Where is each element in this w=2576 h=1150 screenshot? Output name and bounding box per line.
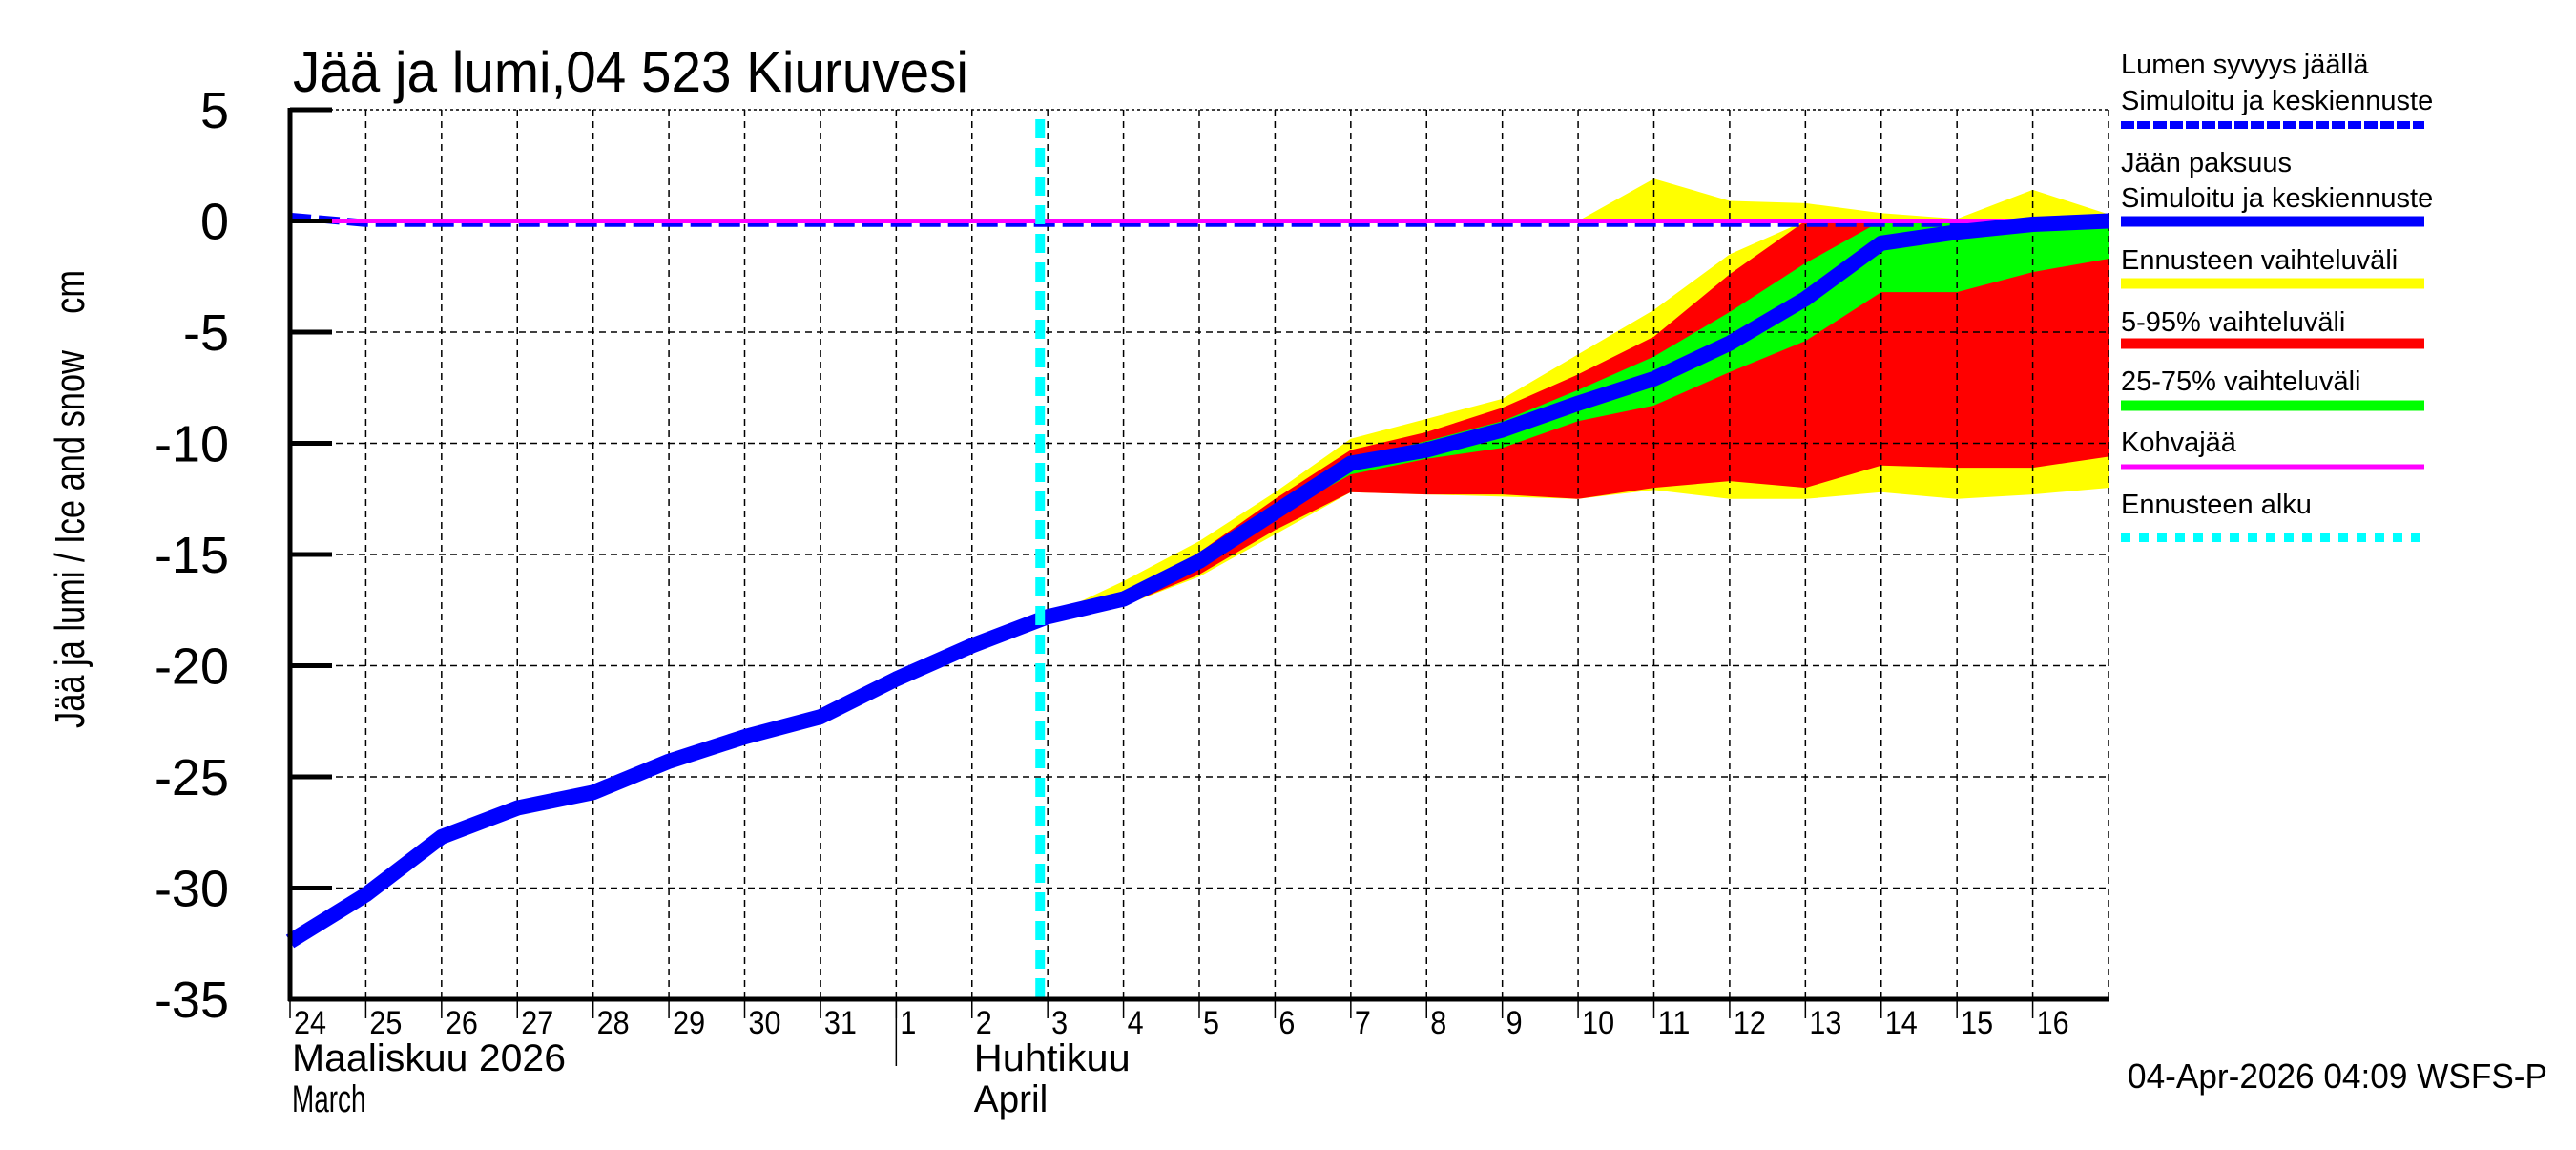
ice-thickness-line: [285, 213, 2109, 949]
legend-item: 5-95% vaihteluväli: [2121, 307, 2424, 349]
y-tick-label: -35: [155, 972, 229, 1029]
legend-label: 5-95% vaihteluväli: [2121, 307, 2345, 338]
x-tick-label: 15: [1961, 1005, 1993, 1041]
y-tick-label: -30: [155, 861, 229, 918]
legend-sublabel: Simuloitu ja keskiennuste: [2121, 183, 2433, 214]
y-tick-label: -15: [155, 527, 229, 584]
x-tick-label: 2: [976, 1005, 992, 1041]
y-tick-label: 0: [200, 194, 229, 251]
x-tick-label: 9: [1506, 1005, 1523, 1041]
y-axis-label: Jää ja lumi / Ice and snow cm: [47, 270, 93, 728]
legend-item: 25-75% vaihteluväli: [2121, 366, 2424, 411]
y-tick-label: 5: [200, 82, 229, 139]
y-axis-ticks: 5 0 -5 -10 -15 -20 -25 -30 -35: [155, 82, 332, 1029]
x-tick-label: 28: [597, 1005, 630, 1041]
x-tick-label: 3: [1051, 1005, 1068, 1041]
month-label-fi: Huhtikuu: [974, 1037, 1131, 1079]
x-tick-label: 30: [749, 1005, 781, 1041]
month-label-en: April: [974, 1078, 1049, 1120]
x-tick-label: 1: [900, 1005, 916, 1041]
y-tick-label: -25: [155, 749, 229, 806]
x-tick-label: 24: [294, 1005, 326, 1041]
legend-item: Kohvajää: [2121, 428, 2424, 470]
legend-item: Lumen syvyys jäällä Simuloitu ja keskienn…: [2121, 50, 2433, 129]
x-tick-label: 10: [1582, 1005, 1614, 1041]
x-tick-label: 7: [1355, 1005, 1371, 1041]
x-tick-label: 5: [1203, 1005, 1219, 1041]
x-tick-label: 16: [2037, 1005, 2069, 1041]
x-tick-label: 6: [1278, 1005, 1295, 1041]
x-tick-label: 31: [824, 1005, 857, 1041]
legend-item: Ennusteen alku: [2121, 490, 2424, 542]
legend-label: Jään paksuus: [2121, 148, 2292, 178]
legend-label: Kohvajää: [2121, 428, 2237, 458]
legend-item: Ennusteen vaihteluväli: [2121, 245, 2424, 289]
y-tick-label: -20: [155, 638, 229, 696]
x-tick-label: 11: [1658, 1005, 1691, 1041]
legend-label: Lumen syvyys jäällä: [2121, 50, 2369, 80]
legend-item: Jään paksuus Simuloitu ja keskiennuste: [2121, 148, 2433, 227]
legend: Lumen syvyys jäällä Simuloitu ja keskienn…: [2121, 50, 2433, 542]
x-tick-label: 29: [673, 1005, 705, 1041]
y-tick-label: -10: [155, 416, 229, 473]
x-tick-label: 8: [1430, 1005, 1446, 1041]
data-lines: [285, 119, 2109, 999]
legend-label: Ennusteen alku: [2121, 490, 2312, 520]
x-tick-label: 4: [1128, 1005, 1144, 1041]
y-tick-label: -5: [183, 304, 229, 362]
month-label-fi: Maaliskuu 2026: [292, 1037, 566, 1079]
x-axis-ticks: 24 25 26 27 28 29 30 31 1 2 3 4 5 6 7 8 9 10 11 12 13 14 15 16M…: [289, 999, 2069, 1120]
snow-forecast-range-band: [1548, 178, 2109, 221]
x-tick-label: 27: [521, 1005, 553, 1041]
x-tick-label: 26: [446, 1005, 478, 1041]
range-25-75-band: [1048, 220, 2109, 617]
legend-label: 25-75% vaihteluväli: [2121, 366, 2360, 397]
x-tick-label: 14: [1885, 1005, 1918, 1041]
timestamp: 04-Apr-2026 04:09 WSFS-P: [2128, 1056, 2547, 1096]
legend-sublabel: Simuloitu ja keskiennuste: [2121, 86, 2433, 116]
x-tick-label: 13: [1809, 1005, 1841, 1041]
chart-title: Jää ja lumi,04 523 Kiuruvesi: [293, 40, 968, 104]
legend-label: Ennusteen vaihteluväli: [2121, 245, 2398, 276]
month-label-en: March: [292, 1078, 366, 1120]
x-tick-label: 12: [1734, 1005, 1766, 1041]
x-tick-label: 25: [369, 1005, 402, 1041]
